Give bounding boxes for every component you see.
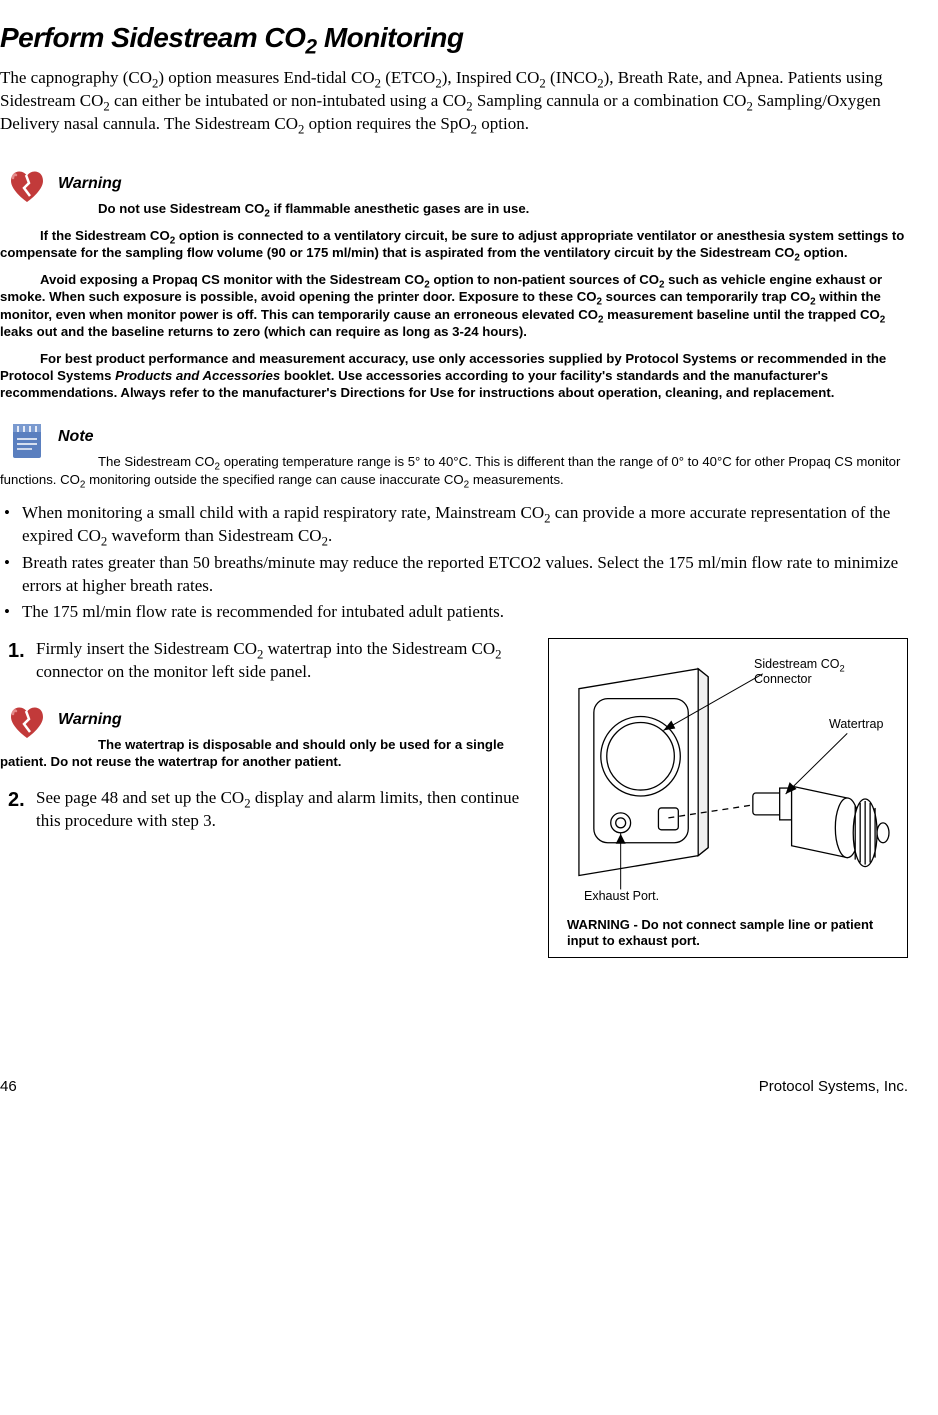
warning-body: Do not use Sidestream CO2 if flammable a…	[0, 200, 908, 402]
list-item: When monitoring a small child with a rap…	[22, 502, 908, 548]
company-name: Protocol Systems, Inc.	[759, 1078, 908, 1097]
fig-label-connector: Sidestream CO2Connector	[754, 657, 845, 687]
fig-label-watertrap: Watertrap	[829, 717, 883, 732]
page-number: 46	[0, 1078, 17, 1097]
step-text: Firmly insert the Sidestream CO2 watertr…	[36, 638, 530, 684]
note-body: The Sidestream CO2 operating temperature…	[0, 453, 908, 487]
fig-label-exhaust: Exhaust Port.	[584, 889, 659, 904]
note-block: Note The Sidestream CO2 operating temper…	[0, 419, 908, 487]
page-footer: 46 Protocol Systems, Inc.	[0, 1078, 908, 1097]
steps-column: 1. Firmly insert the Sidestream CO2 wate…	[0, 638, 530, 958]
fig-warning: WARNING - Do not connect sample line or …	[567, 917, 889, 950]
note-p1: The Sidestream CO2 operating temperature…	[0, 453, 908, 487]
warning-block-2: Warning The watertrap is disposable and …	[0, 702, 530, 770]
watertrap-figure: Sidestream CO2Connector Watertrap Exhaus…	[548, 638, 908, 958]
warning-label: Warning	[0, 166, 908, 194]
figure-svg	[549, 639, 907, 957]
warning1-p3: Avoid exposing a Propaq CS monitor with …	[0, 271, 908, 340]
page-title: Perform Sidestream CO2 Monitoring	[0, 20, 908, 55]
bullet-list: When monitoring a small child with a rap…	[0, 502, 908, 625]
title-pre: Perform Sidestream CO	[0, 22, 305, 53]
step-2: 2. See page 48 and set up the CO2 displa…	[0, 787, 530, 833]
step-number: 1.	[0, 638, 36, 684]
title-post: Monitoring	[317, 22, 464, 53]
step-1: 1. Firmly insert the Sidestream CO2 wate…	[0, 638, 530, 684]
step-text: See page 48 and set up the CO2 display a…	[36, 787, 530, 833]
warning1-p2: If the Sidestream CO2 option is connecte…	[0, 227, 908, 261]
warning1-p1: Do not use Sidestream CO2 if flammable a…	[0, 200, 908, 217]
intro-paragraph: The capnography (CO2) option measures En…	[0, 67, 908, 136]
warning-label: Warning	[0, 702, 530, 730]
warning-block-1: Warning Do not use Sidestream CO2 if fla…	[0, 166, 908, 402]
title-sub: 2	[305, 36, 316, 59]
broken-heart-icon	[6, 166, 48, 208]
list-item: Breath rates greater than 50 breaths/min…	[22, 552, 908, 598]
note-label: Note	[0, 419, 908, 447]
warning1-p4: For best product performance and measure…	[0, 350, 908, 401]
warning2-text: The watertrap is disposable and should o…	[0, 736, 530, 770]
broken-heart-icon	[6, 702, 48, 744]
step-number: 2.	[0, 787, 36, 833]
list-item: The 175 ml/min flow rate is recommended …	[22, 601, 908, 624]
note-icon	[6, 419, 48, 461]
